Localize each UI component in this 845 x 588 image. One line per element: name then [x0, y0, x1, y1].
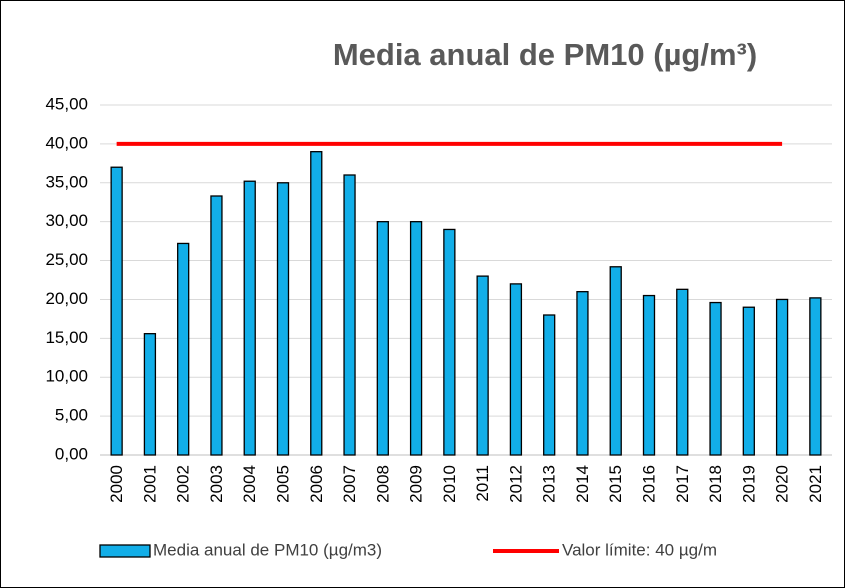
y-tick-label: 30,00 — [45, 211, 88, 230]
bar — [543, 314, 556, 456]
x-tick-label: 2016 — [639, 465, 658, 503]
chart-title: Media anual de PM10 (µg/m³) — [333, 37, 757, 72]
x-tick-label: 2020 — [773, 465, 792, 503]
x-tick-label: 2005 — [273, 465, 292, 503]
y-tick-label: 15,00 — [45, 328, 88, 347]
x-tick-label: 2014 — [573, 465, 592, 503]
bar — [310, 151, 323, 456]
bar — [177, 242, 190, 456]
x-tick-label: 2000 — [107, 465, 126, 503]
x-tick-label: 2011 — [473, 465, 492, 502]
bar — [609, 266, 622, 456]
y-tick-label: 5,00 — [55, 406, 88, 425]
x-tick-label: 2019 — [739, 465, 758, 503]
y-tick-label: 35,00 — [45, 172, 88, 191]
x-tick-label: 2001 — [140, 465, 159, 503]
bar — [443, 228, 456, 456]
bar — [676, 288, 689, 456]
bar — [110, 166, 123, 456]
bar — [143, 333, 157, 456]
x-tick-label: 2008 — [373, 465, 392, 503]
bar — [709, 301, 722, 456]
bar — [276, 182, 290, 456]
bar — [210, 195, 223, 456]
x-tick-label: 2002 — [174, 465, 193, 503]
x-tick-label: 2021 — [806, 465, 825, 503]
x-tick-label: 2006 — [307, 465, 326, 503]
bar — [476, 275, 489, 456]
legend-label: Media anual de PM10 (µg/m3) — [153, 540, 382, 559]
x-tick-label: 2009 — [407, 465, 426, 503]
y-tick-label: 25,00 — [45, 250, 88, 269]
y-tick-label: 0,00 — [55, 444, 88, 463]
y-tick-label: 40,00 — [45, 133, 88, 152]
x-tick-label: 2004 — [240, 465, 259, 503]
y-tick-label: 45,00 — [45, 94, 88, 113]
x-tick-label: 2013 — [540, 465, 559, 503]
x-tick-label: 2007 — [340, 465, 359, 503]
bar — [243, 180, 256, 456]
bar — [809, 297, 822, 456]
bar — [376, 221, 389, 456]
x-tick-label: 2017 — [673, 465, 692, 503]
x-tick-label: 2012 — [506, 465, 525, 503]
bar — [742, 306, 755, 456]
bar — [343, 174, 356, 456]
legend-label: Valor límite: 40 µg/m — [562, 540, 717, 559]
y-tick-label: 20,00 — [45, 289, 88, 308]
bar — [576, 291, 589, 456]
x-tick-label: 2010 — [440, 465, 459, 503]
bar — [509, 283, 523, 456]
y-tick-label: 10,00 — [45, 367, 88, 386]
legend-swatch — [99, 544, 151, 558]
bar — [775, 298, 789, 456]
x-tick-label: 2015 — [606, 465, 625, 503]
x-tick-label: 2018 — [706, 465, 725, 503]
bar — [409, 221, 423, 456]
bar — [642, 294, 656, 456]
x-tick-label: 2003 — [207, 465, 226, 503]
